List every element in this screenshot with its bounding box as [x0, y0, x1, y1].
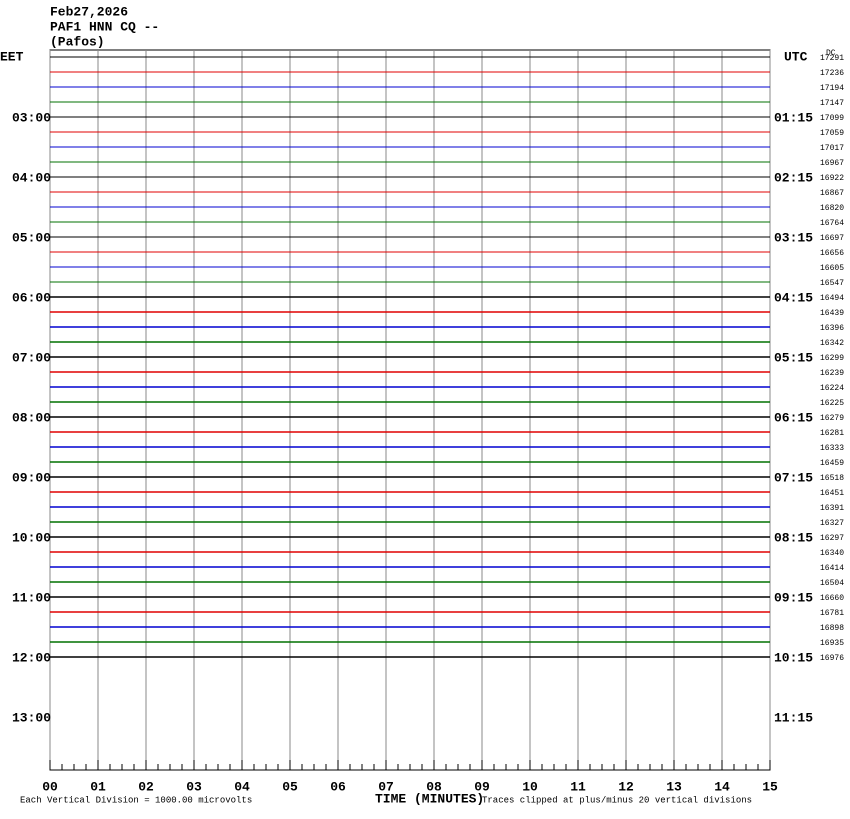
dc-value: 16281 [820, 429, 844, 438]
dc-value: 17017 [820, 144, 844, 153]
date: Feb27,2026 [50, 4, 128, 19]
dc-value: 16976 [820, 654, 844, 663]
x-tick-label: 07 [378, 779, 394, 794]
right-time-label: 02:15 [774, 170, 813, 185]
location: (Pafos) [50, 34, 105, 49]
left-time-label: 11:00 [12, 590, 51, 605]
dc-value: 16451 [820, 489, 844, 498]
dc-value: 16898 [820, 624, 844, 633]
dc-value: 16439 [820, 309, 844, 318]
x-tick-label: 10 [522, 779, 538, 794]
dc-value: 16396 [820, 324, 844, 333]
right-time-label: 03:15 [774, 230, 813, 245]
dc-value: 16922 [820, 174, 844, 183]
x-tick-label: 05 [282, 779, 298, 794]
dc-value: 16414 [820, 564, 844, 573]
left-time-label: 04:00 [12, 170, 51, 185]
dc-value: 16494 [820, 294, 844, 303]
x-tick-label: 02 [138, 779, 154, 794]
dc-value: 16935 [820, 639, 844, 648]
clip-note: Traces clipped at plus/minus 20 vertical… [482, 795, 752, 805]
scale-note: Each Vertical Division = 1000.00 microvo… [20, 795, 252, 805]
right-time-label: 08:15 [774, 530, 813, 545]
x-tick-label: 04 [234, 779, 250, 794]
left-time-label: 08:00 [12, 410, 51, 425]
right-time-label: 09:15 [774, 590, 813, 605]
left-time-label: 06:00 [12, 290, 51, 305]
dc-value: 16518 [820, 474, 844, 483]
right-time-label: 06:15 [774, 410, 813, 425]
dc-value: 16867 [820, 189, 844, 198]
x-tick-label: 13 [666, 779, 682, 794]
x-tick-label: 09 [474, 779, 490, 794]
left-time-label: 13:00 [12, 710, 51, 725]
x-tick-label: 01 [90, 779, 106, 794]
x-tick-label: 12 [618, 779, 634, 794]
dc-value: 16297 [820, 534, 844, 543]
x-tick-label: 15 [762, 779, 778, 794]
left-time-label: 07:00 [12, 350, 51, 365]
x-tick-label: 06 [330, 779, 346, 794]
dc-value: 16224 [820, 384, 844, 393]
dc-value: 16656 [820, 249, 844, 258]
x-tick-label: 00 [42, 779, 58, 794]
left-time-label: 12:00 [12, 650, 51, 665]
left-time-label: 03:00 [12, 110, 51, 125]
x-axis-title: TIME (MINUTES) [375, 791, 484, 806]
left-time-label: 05:00 [12, 230, 51, 245]
left-time-label: 10:00 [12, 530, 51, 545]
x-tick-label: 03 [186, 779, 202, 794]
dc-value: 16342 [820, 339, 844, 348]
station: PAF1 HNN CQ -- [50, 19, 159, 34]
dc-value: 16547 [820, 279, 844, 288]
dc-value: 16967 [820, 159, 844, 168]
dc-value: 16781 [820, 609, 844, 618]
right-axis-title: UTC [784, 49, 808, 64]
dc-value: 16504 [820, 579, 844, 588]
dc-value: 16333 [820, 444, 844, 453]
right-time-label: 07:15 [774, 470, 813, 485]
x-tick-label: 08 [426, 779, 442, 794]
dc-value: 17099 [820, 114, 844, 123]
dc-title: DC [826, 49, 836, 58]
x-tick-label: 14 [714, 779, 730, 794]
dc-value: 16764 [820, 219, 844, 228]
dc-value: 16605 [820, 264, 844, 273]
dc-value: 17194 [820, 84, 844, 93]
dc-value: 16391 [820, 504, 844, 513]
dc-value: 17147 [820, 99, 844, 108]
dc-value: 16225 [820, 399, 844, 408]
dc-value: 17236 [820, 69, 844, 78]
right-time-label: 10:15 [774, 650, 813, 665]
right-time-label: 01:15 [774, 110, 813, 125]
dc-value: 16279 [820, 414, 844, 423]
dc-value: 16697 [820, 234, 844, 243]
x-tick-label: 11 [570, 779, 586, 794]
dc-value: 16820 [820, 204, 844, 213]
left-time-label: 09:00 [12, 470, 51, 485]
dc-value: 16239 [820, 369, 844, 378]
right-time-label: 04:15 [774, 290, 813, 305]
right-time-label: 05:15 [774, 350, 813, 365]
dc-value: 17059 [820, 129, 844, 138]
dc-value: 16340 [820, 549, 844, 558]
dc-value: 16660 [820, 594, 844, 603]
dc-value: 16327 [820, 519, 844, 528]
dc-value: 17291 [820, 54, 844, 63]
right-time-label: 11:15 [774, 710, 813, 725]
dc-value: 16299 [820, 354, 844, 363]
dc-value: 16459 [820, 459, 844, 468]
left-axis-title: EET [0, 49, 24, 64]
